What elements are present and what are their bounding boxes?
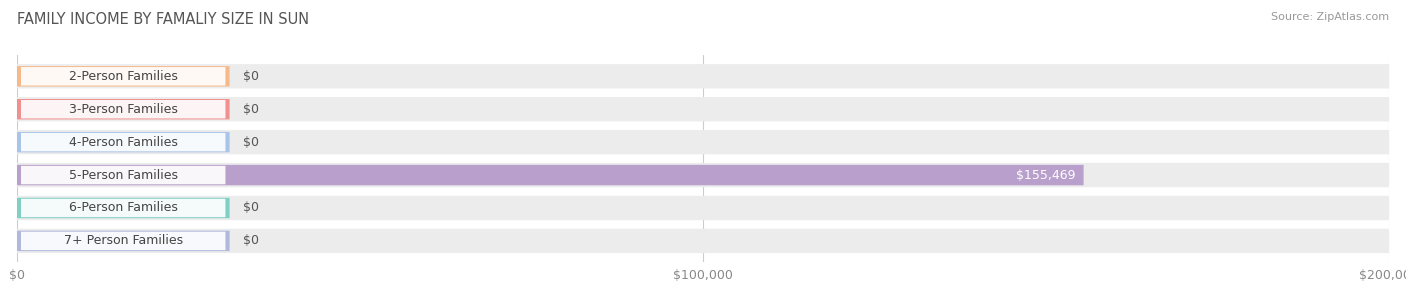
FancyBboxPatch shape xyxy=(21,67,225,85)
Text: $155,469: $155,469 xyxy=(1017,169,1076,181)
Text: $0: $0 xyxy=(243,70,259,83)
FancyBboxPatch shape xyxy=(21,199,225,217)
Text: 4-Person Families: 4-Person Families xyxy=(69,136,177,149)
Text: Source: ZipAtlas.com: Source: ZipAtlas.com xyxy=(1271,12,1389,22)
FancyBboxPatch shape xyxy=(17,97,1389,121)
FancyBboxPatch shape xyxy=(17,198,229,218)
Text: 3-Person Families: 3-Person Families xyxy=(69,103,177,116)
FancyBboxPatch shape xyxy=(21,166,225,184)
Text: 7+ Person Families: 7+ Person Families xyxy=(63,235,183,247)
Text: 6-Person Families: 6-Person Families xyxy=(69,202,177,214)
Text: $0: $0 xyxy=(243,235,259,247)
Text: $0: $0 xyxy=(243,103,259,116)
FancyBboxPatch shape xyxy=(17,163,1389,187)
Text: 5-Person Families: 5-Person Families xyxy=(69,169,177,181)
FancyBboxPatch shape xyxy=(17,66,229,87)
FancyBboxPatch shape xyxy=(17,130,1389,154)
FancyBboxPatch shape xyxy=(21,232,225,250)
FancyBboxPatch shape xyxy=(21,100,225,118)
FancyBboxPatch shape xyxy=(17,229,1389,253)
FancyBboxPatch shape xyxy=(17,99,229,120)
Text: FAMILY INCOME BY FAMALIY SIZE IN SUN: FAMILY INCOME BY FAMALIY SIZE IN SUN xyxy=(17,12,309,27)
FancyBboxPatch shape xyxy=(17,196,1389,220)
Text: $0: $0 xyxy=(243,136,259,149)
FancyBboxPatch shape xyxy=(17,231,229,251)
Text: 2-Person Families: 2-Person Families xyxy=(69,70,177,83)
Text: $0: $0 xyxy=(243,202,259,214)
FancyBboxPatch shape xyxy=(17,165,1084,185)
FancyBboxPatch shape xyxy=(21,133,225,151)
FancyBboxPatch shape xyxy=(17,64,1389,88)
FancyBboxPatch shape xyxy=(17,132,229,152)
